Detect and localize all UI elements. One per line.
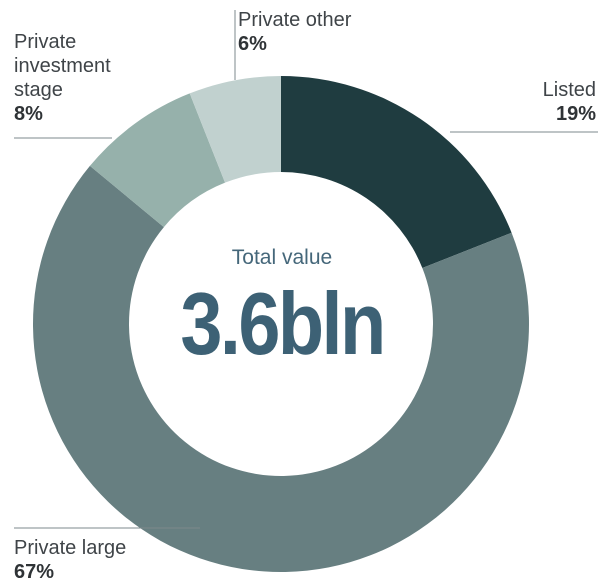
slice-listed	[281, 76, 512, 269]
label-listed-pct: 19%	[555, 103, 596, 125]
label-listed-name: Listed	[542, 79, 596, 101]
label-private-large-pct: 67%	[14, 561, 55, 583]
label-investment-line1: Private	[14, 31, 77, 53]
center-caption: Total value	[231, 246, 333, 269]
slice-private-other	[189, 76, 281, 183]
center-value: 3.6bln	[180, 274, 386, 373]
label-investment-pct: 8%	[14, 103, 43, 125]
label-private-large-name: Private large	[14, 537, 127, 559]
label-investment-stage: Private investment stage 8%	[14, 30, 111, 126]
label-investment-line3: stage	[14, 79, 63, 101]
slice-private-investment-stage	[89, 93, 226, 228]
label-private-other-pct: 6%	[238, 33, 267, 55]
label-private-large: Private large 67%	[14, 536, 126, 584]
slice-private-large	[33, 165, 530, 572]
label-investment-line2: investment	[14, 55, 111, 77]
label-private-other: Private other 6%	[238, 8, 351, 56]
label-listed: Listed 19%	[543, 78, 596, 126]
label-private-other-name: Private other	[238, 9, 352, 31]
